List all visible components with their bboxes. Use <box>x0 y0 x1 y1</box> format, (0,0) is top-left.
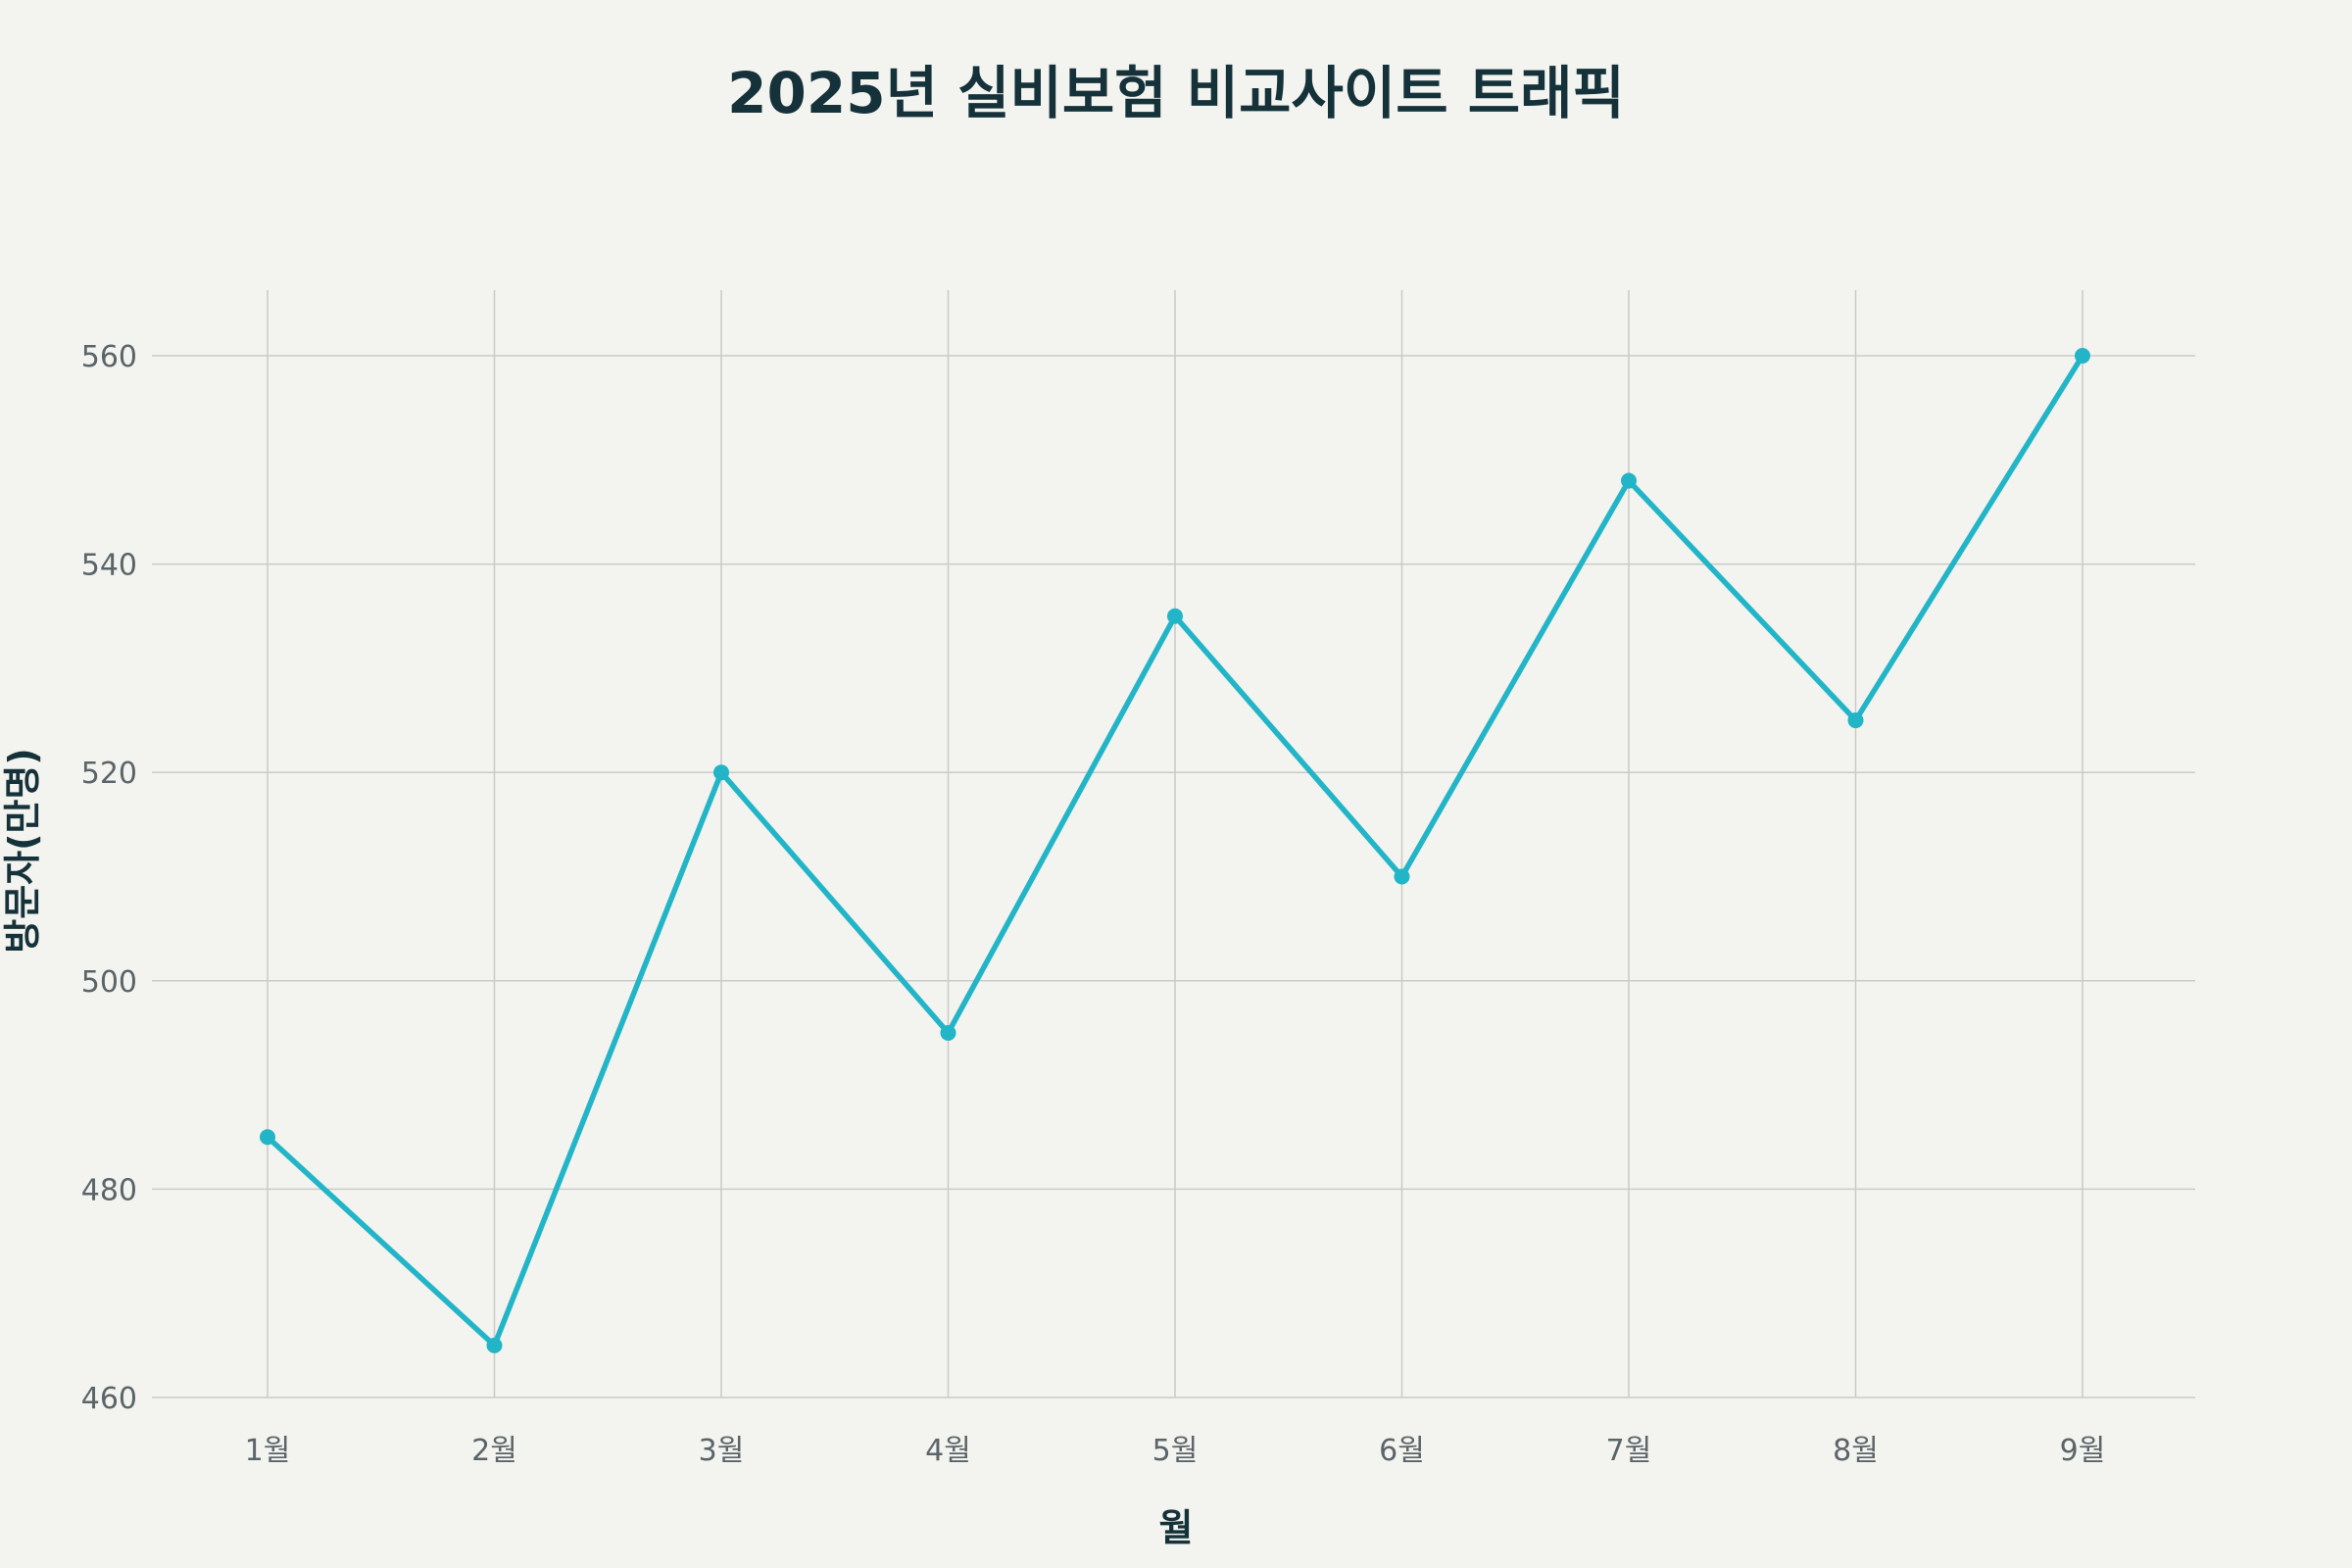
y-tick-label: 540 <box>81 549 137 583</box>
x-tick-label: 8월 <box>1833 1434 1879 1468</box>
data-point[interactable] <box>940 1024 956 1041</box>
chart-title: 2025년 실비보험 비교사이트 트래픽 <box>727 60 1625 126</box>
x-tick-label: 2월 <box>471 1434 517 1468</box>
data-point[interactable] <box>486 1337 503 1353</box>
data-point[interactable] <box>1621 472 1637 489</box>
data-point[interactable] <box>713 764 729 781</box>
y-axis-ticks: 460 480 500 520 540 560 <box>81 340 137 1416</box>
y-tick-label: 460 <box>81 1382 137 1416</box>
series-layer <box>260 348 2090 1353</box>
x-tick-label: 5월 <box>1152 1434 1199 1468</box>
x-tick-label: 9월 <box>2060 1434 2106 1468</box>
y-tick-label: 520 <box>81 757 137 791</box>
x-tick-label: 3월 <box>699 1434 745 1468</box>
grid <box>152 290 2195 1398</box>
x-tick-label: 6월 <box>1379 1434 1425 1468</box>
y-tick-label: 560 <box>81 340 137 374</box>
y-axis-label: 방문자(만명) <box>1 748 44 954</box>
y-tick-label: 500 <box>81 965 137 1000</box>
x-tick-label: 7월 <box>1606 1434 1652 1468</box>
x-axis-label: 월 <box>1159 1506 1194 1549</box>
data-point[interactable] <box>1394 868 1410 885</box>
data-point[interactable] <box>260 1129 275 1146</box>
data-point[interactable] <box>2075 348 2090 364</box>
data-point[interactable] <box>1167 608 1183 624</box>
y-tick-label: 480 <box>81 1173 137 1207</box>
x-tick-label: 1월 <box>245 1434 291 1468</box>
x-tick-label: 4월 <box>925 1434 971 1468</box>
data-point[interactable] <box>1847 712 1864 729</box>
x-axis-ticks: 1월 2월 3월 4월 5월 6월 7월 8월 9월 <box>245 1434 2106 1468</box>
